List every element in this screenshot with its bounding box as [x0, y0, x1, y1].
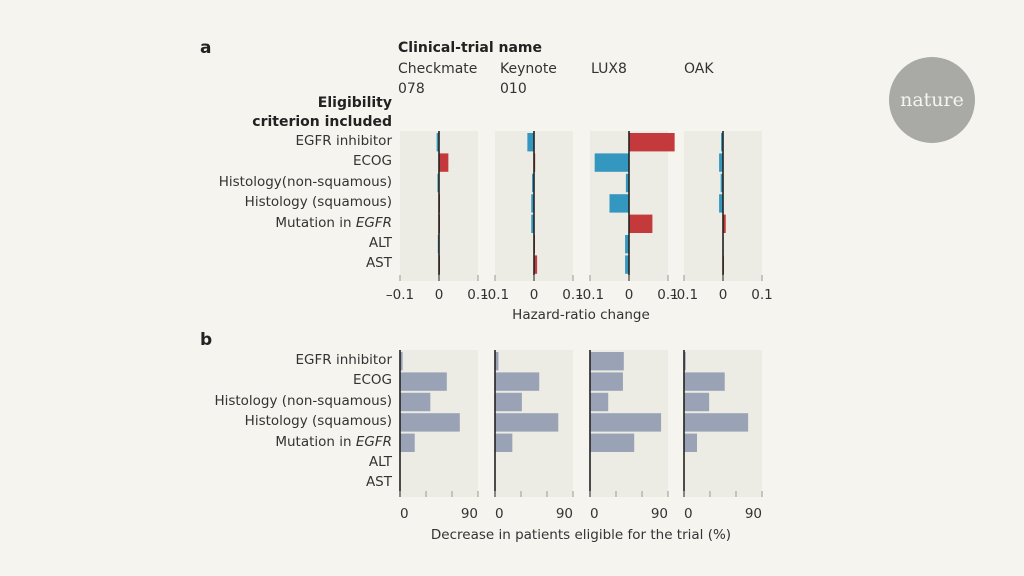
bar: [625, 255, 629, 274]
eligibility-criterion-header: Eligibility criterion included: [192, 94, 392, 132]
bar: [609, 194, 629, 213]
bar: [527, 133, 534, 152]
row-label: Histology (squamous): [244, 413, 392, 430]
bar: [590, 372, 623, 391]
bar: [400, 352, 403, 371]
bar: [594, 153, 629, 172]
trial-label-keynote: Keynote 010: [500, 59, 595, 99]
bar: [719, 194, 723, 213]
tick-label: –0.1: [386, 287, 414, 303]
trial-name-line1: Keynote: [500, 61, 557, 77]
trial-label-lux8: LUX8: [591, 59, 686, 79]
panel-b-letter: b: [200, 330, 213, 350]
bar: [400, 392, 431, 412]
row-label: ECOG: [352, 372, 392, 389]
row-label: EGFR inhibitor: [295, 352, 392, 368]
bar: [436, 133, 439, 152]
trial-name-line2: 078: [398, 81, 425, 97]
row-label: ECOG: [352, 153, 392, 170]
x-axis-label-b: Decrease in patients eligible for the tr…: [430, 527, 732, 543]
tick-label: 0: [530, 287, 539, 303]
bar: [495, 433, 513, 452]
bar: [719, 153, 723, 172]
bar: [684, 433, 697, 452]
bar: [495, 413, 559, 432]
tick-label: –0.1: [576, 287, 604, 303]
bar: [625, 173, 629, 193]
tick-label: 0: [435, 287, 444, 303]
tick-label: 0: [719, 287, 728, 303]
trial-name-line1: Checkmate: [398, 61, 478, 77]
bar: [684, 352, 686, 371]
bar: [723, 214, 726, 233]
bar: [684, 413, 749, 432]
tick-label: 90: [651, 506, 668, 522]
bar: [400, 433, 415, 452]
bar: [590, 352, 624, 371]
bar: [629, 214, 653, 233]
tick-label: 0: [495, 506, 504, 522]
x-axis-label-a: Hazard-ratio change: [512, 307, 650, 323]
trial-name-line2: 010: [500, 81, 527, 97]
bar: [534, 255, 538, 274]
tick-label: 0: [400, 506, 409, 522]
bar: [590, 433, 635, 452]
bar: [684, 392, 710, 412]
tick-label: 0: [590, 506, 599, 522]
row-header-line2: criterion included: [252, 114, 392, 130]
trial-label-oak: OAK: [684, 59, 779, 79]
trial-label-checkmate: Checkmate 078: [398, 59, 493, 99]
bar: [495, 372, 540, 391]
row-header-line1: Eligibility: [317, 95, 392, 111]
bar: [684, 372, 725, 391]
tick-label: 0.1: [657, 287, 678, 303]
tick-label: 90: [461, 506, 478, 522]
bar: [590, 413, 662, 432]
bar: [531, 214, 534, 233]
bar: [495, 392, 522, 412]
bar: [625, 235, 629, 254]
bar: [721, 133, 723, 152]
tick-label: 0.1: [467, 287, 488, 303]
tick-label: 90: [556, 506, 573, 522]
row-label: Mutation in EGFR: [275, 433, 392, 450]
tick-label: 0.1: [562, 287, 583, 303]
bar: [400, 372, 447, 391]
row-label: ALT: [368, 235, 392, 251]
tick-label: 90: [745, 506, 762, 522]
bar: [439, 153, 449, 172]
row-label: Histology (squamous): [244, 194, 392, 211]
logo-text: nature: [900, 89, 964, 111]
bar: [495, 352, 499, 371]
tick-label: 0.1: [751, 287, 772, 303]
panel-a-letter: a: [200, 38, 212, 58]
clinical-trial-name-title: Clinical-trial name: [398, 40, 543, 56]
bar: [531, 194, 534, 213]
tick-label: –0.1: [481, 287, 509, 303]
row-label: EGFR inhibitor: [295, 133, 392, 149]
bar: [532, 173, 534, 193]
bar: [629, 133, 675, 152]
bar: [720, 173, 723, 193]
trial-name-line1: LUX8: [591, 61, 627, 77]
nature-logo: nature: [889, 57, 975, 143]
tick-label: 0: [684, 506, 693, 522]
tick-label: –0.1: [670, 287, 698, 303]
tick-label: 0: [625, 287, 634, 303]
row-label: Histology(non-squamous): [218, 173, 392, 190]
row-label: ALT: [368, 454, 392, 470]
row-label: Histology (non-squamous): [214, 392, 392, 409]
row-label: AST: [365, 474, 392, 491]
bar: [400, 413, 460, 432]
trial-name-line1: OAK: [684, 61, 714, 77]
row-label: Mutation in EGFR: [275, 214, 392, 231]
bar: [590, 392, 609, 412]
row-label: AST: [365, 255, 392, 272]
